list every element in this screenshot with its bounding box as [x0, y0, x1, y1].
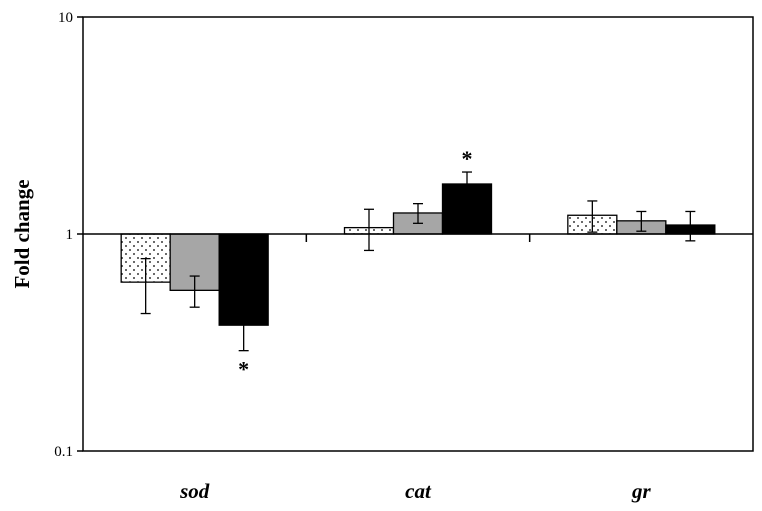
y-tick-label: 1: [66, 227, 74, 243]
significance-star: *: [238, 357, 249, 382]
category-label-cat: cat: [405, 479, 432, 503]
y-tick-label: 0.1: [54, 444, 73, 460]
category-label-gr: gr: [631, 479, 652, 503]
y-tick-label: 10: [58, 10, 73, 26]
category-label-sod: sod: [179, 479, 210, 503]
y-axis-title: Fold change: [10, 179, 34, 288]
significance-star: *: [462, 146, 473, 171]
